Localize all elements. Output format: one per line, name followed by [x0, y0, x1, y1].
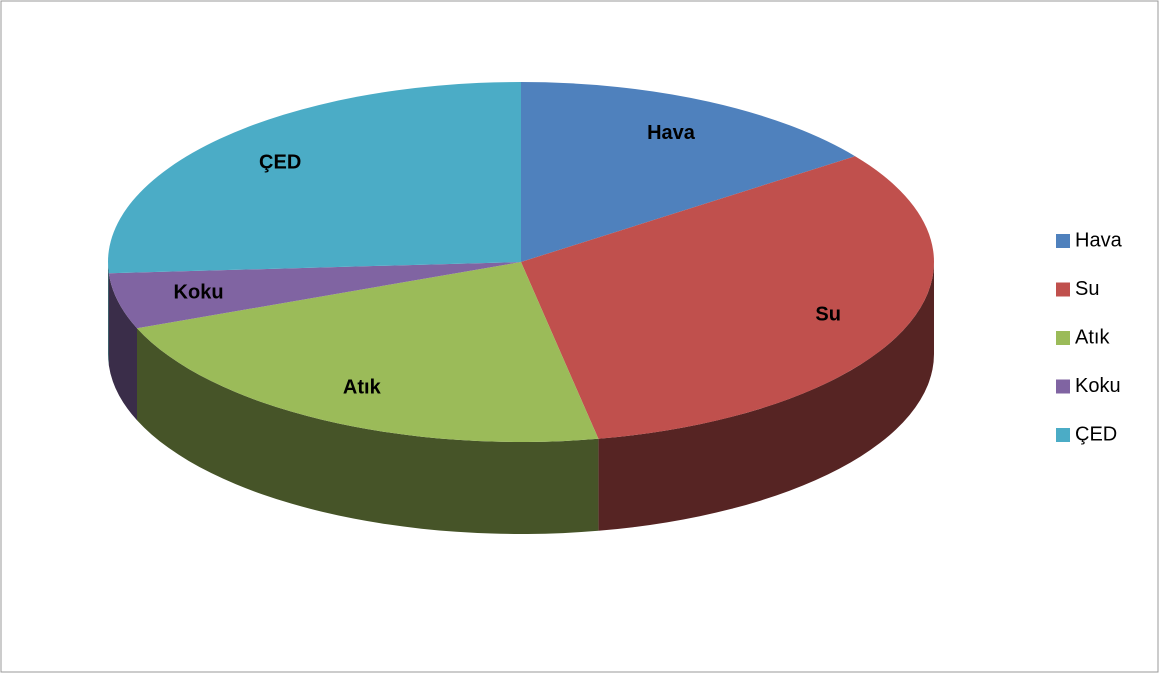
slice [137, 262, 599, 442]
slice [108, 262, 521, 329]
legend-label: Koku [1075, 375, 1121, 397]
slice-side [108, 262, 109, 366]
legend-swatch [1056, 428, 1070, 442]
slice-label: Hava [647, 122, 696, 144]
slice-side [137, 328, 599, 534]
slice-label: Koku [174, 282, 224, 304]
slice-label: Atık [343, 376, 382, 398]
legend-swatch [1056, 282, 1070, 297]
legend-swatch [1056, 234, 1070, 248]
legend-label: Atık [1075, 326, 1110, 348]
slice-label: Su [815, 303, 841, 325]
slice-label: ÇED [259, 152, 301, 174]
slice [107, 82, 521, 274]
legend-label: ÇED [1075, 423, 1117, 445]
slice-side [598, 262, 934, 531]
slice [521, 82, 856, 262]
legend-label: Su [1075, 278, 1099, 300]
slice-side [108, 273, 138, 421]
slice [521, 156, 934, 439]
legend-swatch [1056, 379, 1070, 394]
legend-label: Hava [1075, 229, 1123, 251]
legend-swatch [1056, 331, 1070, 345]
